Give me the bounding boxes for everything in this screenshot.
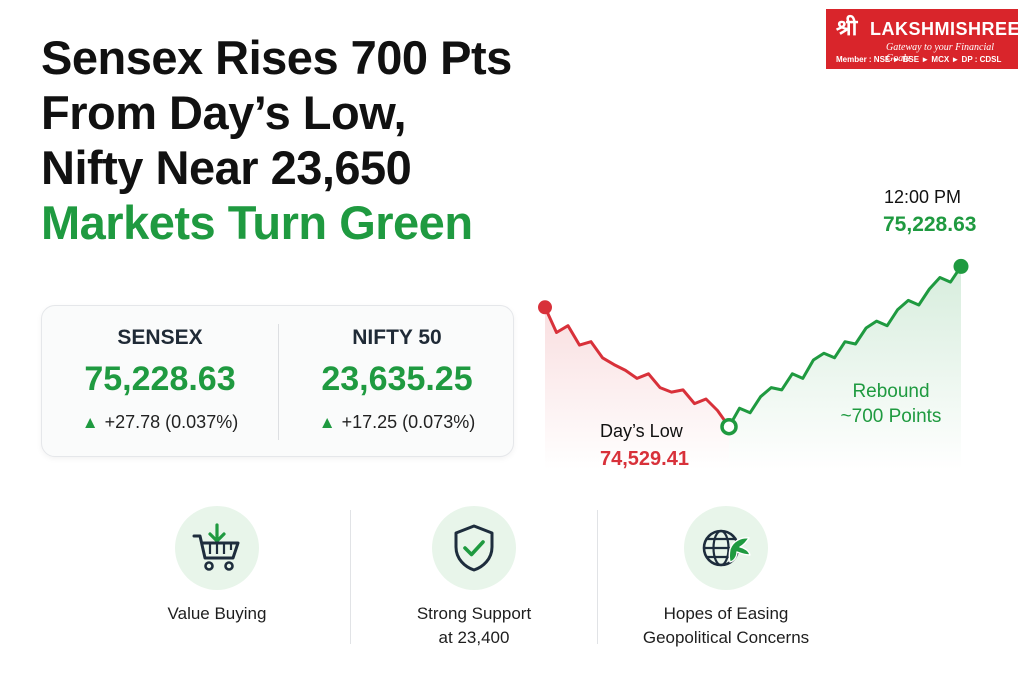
sensex-change-text: +27.78 (0.037%) <box>104 412 239 432</box>
sensex-panel: SENSEX 75,228.63 ▲ +27.78 (0.037%) <box>42 306 278 458</box>
shopping-cart-download-icon <box>192 523 240 571</box>
factor-label-line-1: Hopes of Easing <box>663 604 789 623</box>
factor-geopolitical-hopes: Hopes of Easing Geopolitical Concerns <box>616 506 836 650</box>
rebound-annotation: Rebound ~700 Points <box>836 379 946 429</box>
decline-series-line <box>543 306 731 428</box>
nifty-change-text: +17.25 (0.073%) <box>341 412 476 432</box>
nifty-panel: NIFTY 50 23,635.25 ▲ +17.25 (0.073%) <box>279 306 515 458</box>
rebound-annotation-line-1: Rebound <box>852 381 930 402</box>
globe-dove-icon <box>702 529 751 567</box>
factor-value-buying: Value Buying <box>107 506 327 626</box>
headline-line-3: Nifty Near 23,650 <box>41 141 412 194</box>
sensex-value: 75,228.63 <box>84 360 236 398</box>
factor-label: Strong Support at 23,400 <box>364 602 584 650</box>
days-low-label: Day’s Low <box>600 421 683 441</box>
start-point <box>538 300 552 315</box>
index-summary-card: SENSEX 75,228.63 ▲ +27.78 (0.037%) NIFTY … <box>41 305 514 457</box>
factor-label: Value Buying <box>107 602 327 626</box>
nifty-change: ▲ +17.25 (0.073%) <box>279 412 515 433</box>
headline-subtitle: Markets Turn Green <box>41 196 473 249</box>
headline: Sensex Rises 700 Pts From Day’s Low, Nif… <box>41 30 581 250</box>
days-low-value: 74,529.41 <box>600 448 689 470</box>
logo-brand-name: LAKSHMISHREE <box>870 19 1021 39</box>
peak-time-label: 12:00 PM <box>884 187 962 207</box>
rebound-series-line <box>727 265 963 428</box>
factor-label-line-1: Strong Support <box>416 604 532 623</box>
up-triangle-icon: ▲ <box>81 413 99 432</box>
factor-label-line-2: Geopolitical Concerns <box>642 628 810 647</box>
peak-value-label: 75,228.63 <box>883 213 977 236</box>
sensex-name: SENSEX <box>117 326 203 349</box>
peak-point <box>953 258 969 274</box>
up-triangle-icon: ▲ <box>318 413 336 432</box>
factor-icon-background <box>175 506 259 590</box>
factor-strong-support: Strong Support at 23,400 <box>364 506 584 650</box>
factor-separator <box>597 510 598 644</box>
logo-member-line: Member : NSE ► BSE ► MCX ► DP : CDSL <box>836 55 1002 64</box>
logo-mark: श्री <box>836 16 858 41</box>
factor-icon-background <box>432 506 516 590</box>
decline-area <box>545 307 729 470</box>
factor-label: Hopes of Easing Geopolitical Concerns <box>616 602 836 650</box>
nifty-value: 23,635.25 <box>321 360 473 398</box>
rebound-area <box>729 266 961 470</box>
headline-line-2: From Day’s Low, <box>41 86 407 139</box>
factor-label-line-2: at 23,400 <box>438 628 510 647</box>
brand-logo: श्री LAKSHMISHREE Gateway to your Financ… <box>826 9 1021 69</box>
shield-check-icon <box>454 524 494 572</box>
factor-label-line-1: Value Buying <box>167 604 267 623</box>
sensex-change: ▲ +27.78 (0.037%) <box>42 412 278 433</box>
low-point <box>720 417 738 436</box>
rebound-annotation-line-2: ~700 Points <box>840 406 942 427</box>
nifty-name: NIFTY 50 <box>352 326 442 349</box>
factor-icon-background <box>684 506 768 590</box>
intraday-chart <box>538 258 969 470</box>
factor-separator <box>350 510 351 644</box>
logo-tagline: Gateway to your Financial Goals <box>886 42 995 64</box>
headline-line-1: Sensex Rises 700 Pts <box>41 31 512 84</box>
card-divider <box>278 324 279 440</box>
